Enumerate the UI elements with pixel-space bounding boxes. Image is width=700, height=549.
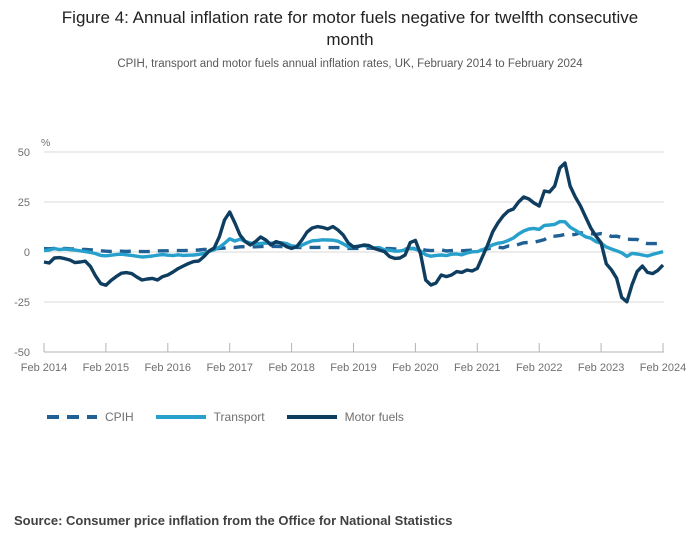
source-note: Source: Consumer price inflation from th… xyxy=(14,513,453,528)
x-tick-label: Feb 2017 xyxy=(206,362,252,374)
y-axis-unit-label: % xyxy=(41,137,50,149)
motor-fuels-line-swatch xyxy=(286,415,337,419)
legend-label-cpih: CPIH xyxy=(105,410,134,424)
series-line-cpih xyxy=(43,231,664,254)
x-tick-label: Feb 2015 xyxy=(83,362,129,374)
cpih-dashed-line-swatch xyxy=(47,415,97,419)
x-tick-label: Feb 2018 xyxy=(268,362,314,374)
chart-legend: CPIH Transport Motor fuels xyxy=(46,409,404,425)
y-tick-label: 0 xyxy=(24,247,30,259)
y-tick-label: 50 xyxy=(18,147,30,159)
y-tick-label: 25 xyxy=(18,197,30,209)
legend-item-cpih: CPIH xyxy=(46,410,134,424)
y-tick-label: -25 xyxy=(14,297,30,309)
x-tick-label: Feb 2019 xyxy=(330,362,376,374)
legend-item-transport: Transport xyxy=(155,410,265,424)
x-tick-label: Feb 2014 xyxy=(21,362,67,374)
x-tick-label: Feb 2024 xyxy=(640,362,686,374)
x-tick-label: Feb 2022 xyxy=(516,362,562,374)
series-line-motor-fuels xyxy=(43,161,665,304)
legend-label-motor-fuels: Motor fuels xyxy=(344,410,404,424)
x-tick-label: Feb 2016 xyxy=(145,362,191,374)
figure-subtitle: CPIH, transport and motor fuels annual i… xyxy=(117,58,583,70)
y-tick-label: -50 xyxy=(14,347,30,359)
x-tick-label: Feb 2023 xyxy=(578,362,624,374)
legend-item-motor-fuels: Motor fuels xyxy=(286,410,404,424)
x-tick-label: Feb 2020 xyxy=(392,362,438,374)
x-tick-label: Feb 2021 xyxy=(454,362,500,374)
legend-label-transport: Transport xyxy=(213,410,265,424)
inflation-line-chart: 50 25 0 -25 -50% Feb 2014 Feb 2015 Feb 2016 Feb … xyxy=(14,137,686,374)
transport-line-swatch xyxy=(155,415,206,419)
figure-title: Figure 4: Annual inflation rate for moto… xyxy=(61,8,639,50)
